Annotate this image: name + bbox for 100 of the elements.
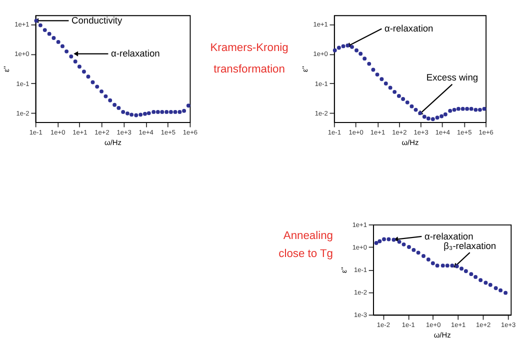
- point: [450, 264, 454, 268]
- point: [464, 269, 468, 274]
- point: [474, 108, 478, 112]
- point: [426, 258, 430, 262]
- point: [354, 48, 358, 52]
- point: [341, 44, 346, 48]
- point: [440, 114, 444, 118]
- point: [52, 36, 56, 40]
- point: [358, 52, 363, 56]
- point: [416, 250, 420, 255]
- point: [108, 98, 112, 102]
- point: [397, 240, 402, 244]
- point: [478, 278, 483, 282]
- point: [142, 112, 147, 116]
- point: [375, 72, 380, 77]
- point: [452, 108, 456, 112]
- point: [396, 94, 401, 98]
- point: [474, 274, 478, 279]
- x-axis-title: ω/Hz: [104, 138, 122, 147]
- point: [146, 111, 151, 116]
- point: [422, 254, 426, 258]
- point: [42, 28, 47, 32]
- annotation: β₃-relaxation: [444, 240, 496, 251]
- point: [384, 82, 388, 86]
- point: [86, 74, 90, 79]
- point: [95, 84, 100, 89]
- point: [378, 239, 382, 244]
- annotation: α-relaxation: [384, 24, 434, 34]
- point: [392, 238, 396, 242]
- point: [469, 106, 474, 111]
- y-axis-title: ε'': [2, 65, 12, 72]
- point: [482, 106, 486, 111]
- point: [82, 70, 86, 74]
- point: [152, 110, 156, 114]
- point: [121, 110, 126, 114]
- point: [90, 80, 95, 84]
- point: [484, 280, 488, 285]
- point: [73, 60, 78, 64]
- point: [116, 106, 121, 110]
- text: close to Tg: [278, 248, 334, 260]
- x-axis-title: ω/Hz: [434, 330, 452, 340]
- point: [392, 90, 397, 94]
- point: [380, 77, 384, 82]
- text: transformation: [214, 63, 285, 76]
- point: [160, 110, 164, 114]
- point: [47, 32, 52, 36]
- point: [104, 94, 108, 98]
- point: [350, 44, 354, 49]
- point: [430, 261, 435, 266]
- point: [362, 56, 367, 61]
- point: [504, 290, 508, 295]
- annotation: α-relaxation: [111, 48, 160, 59]
- y-axis-title: ε'': [340, 266, 349, 274]
- point: [186, 104, 190, 108]
- text: Annealing: [283, 230, 334, 242]
- point: [64, 49, 69, 54]
- point: [77, 64, 82, 69]
- point: [367, 62, 372, 66]
- point: [401, 97, 406, 101]
- point: [412, 248, 416, 252]
- y-axis-title: ε'': [300, 65, 310, 72]
- point: [69, 54, 74, 58]
- point: [56, 40, 60, 44]
- point: [435, 116, 440, 120]
- point: [138, 112, 143, 117]
- point: [388, 86, 392, 90]
- point: [426, 116, 430, 121]
- point: [414, 108, 418, 112]
- annotation: Conductivity: [72, 15, 123, 26]
- point: [460, 106, 465, 111]
- point: [386, 237, 391, 242]
- point: [182, 108, 186, 113]
- point: [498, 288, 503, 292]
- point: [443, 112, 448, 116]
- point: [460, 266, 464, 271]
- point: [173, 110, 178, 114]
- point: [448, 108, 452, 113]
- point: [478, 108, 482, 112]
- point: [407, 245, 411, 249]
- point: [494, 286, 498, 290]
- annotation: α-relaxation: [424, 231, 474, 242]
- point: [445, 264, 450, 268]
- point: [112, 102, 117, 107]
- annotation: Excess wing: [426, 72, 478, 83]
- point: [488, 282, 492, 287]
- point: [382, 237, 386, 242]
- point: [130, 112, 134, 117]
- point: [168, 110, 173, 114]
- point: [422, 114, 426, 119]
- point: [405, 100, 410, 104]
- text: Kramers-Kronig: [210, 42, 288, 54]
- point: [164, 110, 169, 114]
- point: [469, 272, 474, 276]
- point: [100, 89, 104, 94]
- point: [374, 241, 378, 245]
- point: [440, 264, 445, 268]
- point: [402, 242, 406, 246]
- point: [60, 44, 64, 48]
- x-axis-title: ω/Hz: [402, 138, 419, 147]
- point: [456, 106, 460, 111]
